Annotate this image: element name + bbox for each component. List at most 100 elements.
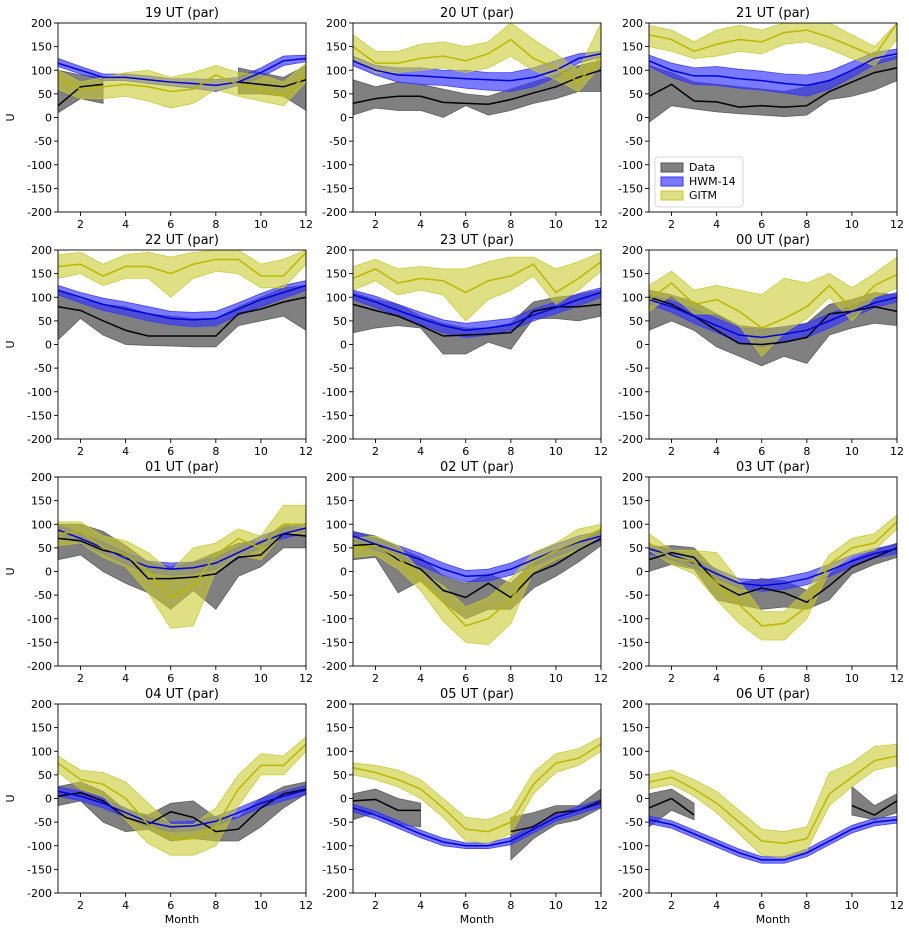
- y-tick-label: 200: [622, 244, 643, 257]
- panel-title: 02 UT (par): [440, 460, 514, 475]
- x-tick-label: 10: [549, 672, 563, 685]
- x-tick-label: 6: [167, 218, 174, 231]
- x-tick-label: 12: [890, 445, 904, 458]
- plot-area: [649, 256, 897, 367]
- data-band: [353, 788, 422, 828]
- x-tick-label: 12: [594, 899, 608, 912]
- hwm-mean-line: [649, 296, 897, 339]
- panel-10: -200 -150 -100 -50 0 50 100 150 200 2 4 6 8 10 12 05 UT…: [322, 687, 608, 926]
- data-mean-line: [353, 537, 601, 599]
- x-tick-label: 6: [462, 899, 469, 912]
- x-tick-label: 6: [167, 672, 174, 685]
- x-axis-label: Month: [165, 913, 200, 926]
- y-tick-label: 150: [622, 41, 643, 54]
- y-tick-label: 0: [340, 339, 347, 352]
- y-tick-label: 200: [326, 244, 347, 257]
- data-band: [851, 785, 897, 821]
- y-tick-label: -100: [27, 613, 52, 626]
- legend-label-hwm: HWM-14: [689, 175, 736, 188]
- y-tick-label: -50: [625, 362, 643, 375]
- data-mean-line: [58, 532, 306, 580]
- x-tick-label: 10: [845, 899, 859, 912]
- y-tick-label: -150: [618, 636, 643, 649]
- x-tick-label: 12: [299, 899, 313, 912]
- hwm-band: [58, 280, 306, 327]
- y-tick-label: 50: [333, 769, 347, 782]
- y-tick-label: -100: [27, 386, 52, 399]
- legend-label-data: Data: [689, 161, 715, 174]
- panel-6: -200 -150 -100 -50 0 50 100 150 200 2 4 6 8 10 12 01 UT…: [4, 460, 313, 685]
- x-tick-label: 4: [417, 218, 424, 231]
- panel-title: 21 UT (par): [736, 6, 810, 21]
- data-mean-line: [510, 800, 601, 833]
- y-tick-label: 50: [38, 315, 52, 328]
- y-tick-label: 50: [333, 315, 347, 328]
- x-tick-label: 2: [668, 672, 675, 685]
- x-tick-label: 10: [845, 445, 859, 458]
- x-tick-label: 12: [890, 899, 904, 912]
- y-axis-label: U: [4, 567, 17, 575]
- y-tick-label: -200: [27, 887, 52, 900]
- gitm-mean-line: [58, 523, 306, 599]
- y-tick-label: -200: [618, 660, 643, 673]
- x-tick-label: 4: [713, 899, 720, 912]
- y-tick-label: -50: [329, 816, 347, 829]
- y-tick-label: 50: [629, 88, 643, 101]
- panel-title: 20 UT (par): [440, 6, 514, 21]
- x-tick-label: 10: [254, 218, 268, 231]
- y-tick-label: 150: [326, 495, 347, 508]
- data-mean-line: [58, 83, 104, 107]
- y-tick-label: 100: [326, 291, 347, 304]
- x-tick-label: 6: [167, 899, 174, 912]
- x-tick-label: 2: [372, 218, 379, 231]
- hwm-band: [649, 815, 897, 864]
- y-tick-label: -150: [322, 863, 347, 876]
- y-tick-label: 0: [45, 793, 52, 806]
- y-tick-label: 200: [31, 17, 52, 30]
- plot-area: [649, 23, 897, 123]
- hwm-band: [353, 50, 601, 92]
- x-tick-label: 10: [845, 672, 859, 685]
- y-tick-label: -100: [322, 159, 347, 172]
- x-tick-label: 12: [299, 672, 313, 685]
- gitm-band: [58, 504, 306, 629]
- panel-title: 06 UT (par): [736, 687, 810, 702]
- x-tick-label: 6: [462, 672, 469, 685]
- x-tick-label: 6: [462, 218, 469, 231]
- x-tick-label: 8: [803, 672, 810, 685]
- y-tick-label: -50: [625, 589, 643, 602]
- hwm-mean-line: [649, 819, 897, 861]
- y-tick-label: 150: [326, 268, 347, 281]
- y-tick-label: 0: [636, 112, 643, 125]
- y-tick-label: 150: [622, 722, 643, 735]
- y-tick-label: -200: [27, 433, 52, 446]
- gitm-band: [58, 736, 306, 856]
- gitm-mean-line: [649, 23, 897, 58]
- x-tick-label: 2: [372, 899, 379, 912]
- y-tick-label: 150: [622, 495, 643, 508]
- hwm-mean-line: [58, 789, 306, 828]
- x-tick-label: 8: [803, 218, 810, 231]
- y-tick-label: -50: [329, 362, 347, 375]
- x-tick-label: 4: [417, 445, 424, 458]
- y-tick-label: 0: [340, 793, 347, 806]
- x-tick-label: 12: [890, 218, 904, 231]
- y-tick-label: 100: [622, 518, 643, 531]
- x-tick-label: 2: [372, 672, 379, 685]
- x-tick-label: 10: [254, 899, 268, 912]
- plot-area: [353, 23, 601, 118]
- panel-9: -200 -150 -100 -50 0 50 100 150 200 2 4 6 8 10 12 04 UT…: [4, 687, 313, 926]
- y-tick-label: -150: [27, 863, 52, 876]
- y-tick-label: 200: [326, 698, 347, 711]
- x-tick-label: 8: [803, 445, 810, 458]
- y-tick-label: 50: [629, 315, 643, 328]
- gitm-band: [58, 62, 306, 109]
- gitm-mean-line: [58, 74, 306, 98]
- data-mean-line: [353, 69, 601, 106]
- gitm-mean-line: [353, 743, 601, 833]
- gitm-band: [649, 256, 897, 357]
- y-axis-label: U: [4, 113, 17, 121]
- panel-3: -200 -150 -100 -50 0 50 100 150 200 2 4 6 8 10 12 22 UT…: [4, 233, 313, 458]
- gitm-band: [353, 523, 601, 646]
- y-tick-label: 0: [45, 566, 52, 579]
